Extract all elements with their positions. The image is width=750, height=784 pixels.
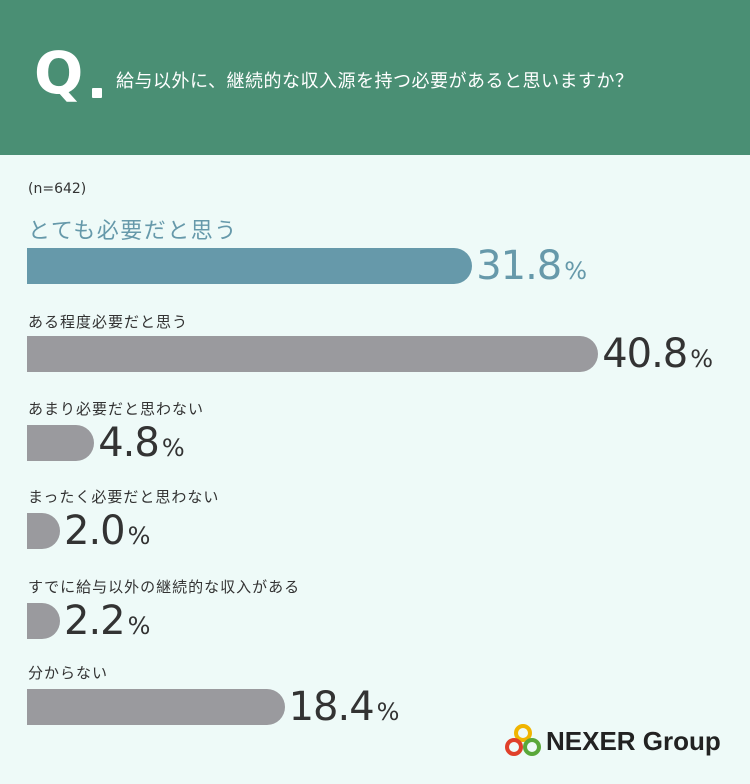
percent-sign: % <box>690 345 714 373</box>
category-label: すでに給与以外の継続的な収入がある <box>28 578 301 596</box>
value-label: 31.8% <box>476 246 587 286</box>
category-label: まったく必要だと思わない <box>28 488 220 506</box>
bar <box>27 603 60 639</box>
category-label: とても必要だと思う <box>28 219 238 244</box>
value-label: 4.8% <box>98 423 184 463</box>
value-number: 18.4 <box>288 684 375 730</box>
logo-text: NEXER Group <box>546 726 721 756</box>
value-label: 18.4% <box>289 687 400 727</box>
header-banner: Q 給与以外に、継続的な収入源を持つ必要があると思いますか？ <box>0 0 750 155</box>
sample-size: (n=642) <box>28 181 87 197</box>
bar <box>27 689 285 725</box>
value-label: 2.0% <box>64 511 150 551</box>
percent-sign: % <box>564 257 588 285</box>
company-logo: NEXER Group <box>502 722 724 762</box>
category-label: 分からない <box>28 664 109 682</box>
percent-sign: % <box>161 434 185 462</box>
logo-rings-icon <box>505 724 541 756</box>
bar <box>27 248 473 284</box>
value-label: 40.8% <box>602 334 713 374</box>
percent-sign: % <box>376 698 400 726</box>
value-number: 31.8 <box>476 243 562 289</box>
bar <box>27 425 95 461</box>
value-label: 2.2% <box>64 601 150 641</box>
percent-sign: % <box>127 522 151 550</box>
question-text: 給与以外に、継続的な収入源を持つ必要があると思いますか？ <box>116 71 634 92</box>
category-label: ある程度必要だと思う <box>28 313 189 331</box>
percent-sign: % <box>127 612 151 640</box>
bar <box>27 513 60 549</box>
q-mark: Q <box>34 39 84 107</box>
bar <box>27 336 599 372</box>
value-number: 2.0 <box>64 508 126 554</box>
q-dot <box>92 88 102 98</box>
value-number: 4.8 <box>98 420 160 466</box>
value-number: 2.2 <box>64 598 126 644</box>
category-label: あまり必要だと思わない <box>28 400 205 418</box>
value-number: 40.8 <box>602 331 688 377</box>
